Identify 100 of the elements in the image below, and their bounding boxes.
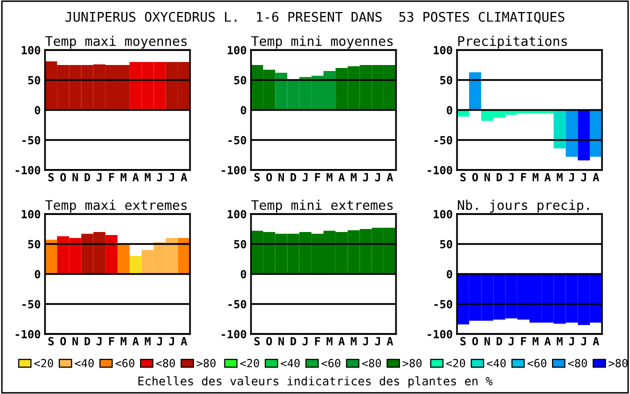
chart-title: Nb. jours precip. [458, 200, 589, 213]
x-tick-label: S [254, 172, 260, 182]
x-tick-label: A [386, 337, 394, 346]
x-tick-label: M [556, 337, 563, 346]
x-tick-label: D [84, 337, 90, 346]
x-tick-label: J [96, 173, 102, 182]
chart-title: Precipitations [458, 36, 567, 49]
y-tick-label: -50 [434, 136, 452, 144]
x-tick-label: D [496, 173, 502, 182]
x-tick-label: J [302, 173, 308, 182]
y-tick-label: -100 [222, 166, 246, 174]
x-tick-label: S [460, 172, 466, 182]
y-tick-label: 50 [440, 76, 452, 84]
x-tick-label: D [496, 337, 502, 346]
x-tick-label: J [569, 173, 574, 182]
y-tick-label: 0 [446, 106, 452, 114]
x-tick-label: A [592, 173, 600, 182]
x-tick-label: J [157, 173, 162, 182]
x-tick-label: F [109, 337, 114, 346]
x-tick-label: M [532, 337, 538, 346]
legend-label: <40 [74, 358, 94, 368]
bar [118, 244, 130, 274]
y-tick-label: 0 [34, 270, 40, 278]
x-tick-label: J [96, 337, 102, 346]
y-tick-label: -50 [228, 300, 246, 308]
x-tick-label: F [315, 173, 320, 182]
text: JUNIPERUS OXYCEDRUS L. 1-6 PRESENT DANS 53 POSTES CLIMATIQUES [65, 12, 564, 24]
y-tick-label: 100 [228, 46, 246, 54]
x-tick-label: J [569, 337, 574, 346]
y-tick-label: 100 [228, 210, 246, 218]
x-tick-label: J [508, 337, 514, 346]
y-tick-label: -100 [222, 330, 246, 338]
x-tick-label: N [484, 337, 490, 346]
x-tick-label: J [363, 337, 368, 346]
legend-label: <60 [321, 358, 340, 368]
x-tick-label: J [302, 337, 308, 346]
chart-title: Temp mini moyennes [251, 36, 393, 49]
y-tick-label: 0 [34, 106, 40, 114]
x-tick-label: M [120, 337, 126, 346]
text: Echelles des valeurs indicatrices des plantes en % [138, 376, 493, 388]
x-tick-label: A [338, 173, 345, 182]
x-tick-label: N [278, 337, 284, 346]
x-tick-label: J [363, 173, 368, 182]
x-tick-label: M [350, 173, 357, 182]
y-tick-label: -50 [22, 300, 40, 308]
y-tick-label: -100 [16, 330, 40, 338]
legend-label: <20 [240, 358, 260, 368]
x-tick-label: J [169, 337, 174, 346]
legend-label: <20 [34, 358, 54, 368]
legend-label: <60 [115, 358, 134, 368]
y-tick-label: 50 [234, 240, 246, 248]
chart-title: Temp mini extremes [251, 200, 393, 213]
y-tick-label: 0 [446, 270, 452, 278]
x-tick-label: M [326, 337, 332, 346]
y-tick-label: -50 [228, 136, 246, 144]
y-tick-label: -100 [16, 166, 40, 174]
y-tick-label: 50 [28, 240, 40, 248]
x-tick-label: F [521, 173, 526, 182]
x-tick-label: A [544, 173, 551, 182]
x-tick-label: N [484, 173, 490, 182]
x-tick-label: N [72, 173, 78, 182]
legend-label: <80 [156, 358, 175, 368]
legend-label: >80 [196, 358, 216, 368]
x-tick-label: A [132, 173, 139, 182]
x-tick-label: M [144, 173, 151, 182]
x-tick-label: D [84, 173, 90, 182]
y-tick-label: -100 [428, 330, 452, 338]
x-tick-label: J [375, 173, 380, 182]
x-tick-label: M [120, 173, 126, 182]
x-tick-label: A [386, 173, 394, 182]
chart-title: Temp maxi extremes [45, 200, 187, 213]
x-tick-label: O [60, 336, 66, 346]
x-tick-label: M [350, 337, 357, 346]
y-tick-label: -100 [428, 166, 452, 174]
x-tick-label: N [72, 337, 78, 346]
y-tick-label: -50 [22, 136, 40, 144]
y-tick-label: 100 [22, 210, 40, 218]
y-tick-label: 100 [22, 46, 40, 54]
x-tick-label: O [266, 336, 272, 346]
y-tick-label: 50 [440, 240, 452, 248]
legend-label: <40 [280, 358, 300, 368]
x-tick-label: N [278, 173, 284, 182]
legend-label: <60 [527, 358, 546, 368]
y-tick-label: 50 [28, 76, 40, 84]
x-tick-label: S [48, 336, 54, 346]
x-tick-label: J [169, 173, 174, 182]
x-tick-label: M [144, 337, 151, 346]
bar [130, 256, 142, 274]
legend-label: >80 [608, 358, 628, 368]
x-tick-label: M [532, 173, 538, 182]
x-tick-label: S [254, 336, 260, 346]
x-tick-label: A [180, 173, 188, 182]
x-tick-label: J [508, 173, 514, 182]
x-tick-label: J [581, 337, 586, 346]
x-tick-label: F [521, 337, 526, 346]
x-tick-label: F [109, 173, 114, 182]
legend-label: <20 [446, 358, 466, 368]
legend-label: <40 [486, 358, 506, 368]
x-tick-label: A [180, 337, 188, 346]
legend-label: >80 [402, 358, 422, 368]
